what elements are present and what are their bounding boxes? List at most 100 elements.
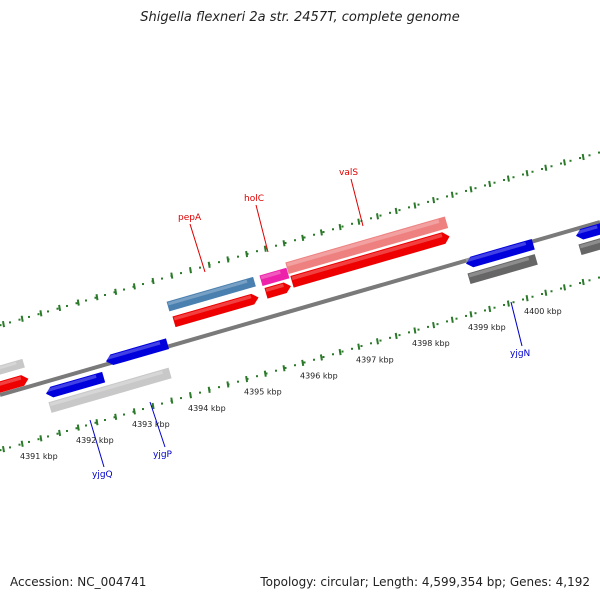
inner-ring-dot: [512, 301, 515, 304]
outer-ring-tick: [245, 250, 249, 258]
gene-pepA-cds-highlight: [173, 295, 252, 321]
outer-ring-dot: [389, 211, 391, 214]
gene-holC-feature[interactable]: [259, 267, 290, 287]
inner-ring-dot: [446, 320, 448, 323]
gene-yjgQ-cds[interactable]: [44, 371, 106, 399]
inner-ring-dot: [85, 424, 87, 427]
inner-ring-dot: [522, 298, 524, 301]
outer-ring-tick: [506, 175, 510, 182]
inner-ring-dot: [484, 309, 486, 312]
inner-ring-dot: [28, 440, 30, 443]
inner-ring-tick: [170, 397, 174, 404]
inner-ring-dot: [37, 438, 40, 441]
feature-dark-gray-bar[interactable]: [467, 254, 538, 285]
inner-ring-dot: [161, 402, 163, 405]
gene-pepA-cds-body: [172, 293, 259, 328]
gene-yjgQ-cds-highlight: [45, 374, 97, 393]
outer-ring-dot: [0, 324, 2, 327]
outer-ring-dot: [28, 315, 30, 318]
feature-right-gray[interactable]: [578, 236, 600, 256]
outer-ring-tick: [95, 294, 99, 301]
outer-ring-tick: [469, 186, 473, 193]
gene-valS-feature[interactable]: [285, 216, 449, 275]
gene-valS-cds[interactable]: [290, 231, 451, 288]
outer-ring-dot: [294, 239, 296, 242]
outer-ring-dot: [180, 272, 182, 275]
inner-ring-tick: [506, 300, 510, 307]
gene-valS-feature-highlight: [286, 219, 440, 267]
inner-ring-dot: [0, 449, 2, 452]
outer-ring-dot: [237, 255, 239, 258]
outer-ring-tick: [432, 196, 436, 204]
outer-ring-dot: [303, 236, 306, 239]
inner-ring-tick: [488, 305, 492, 313]
outer-ring-dot: [493, 181, 496, 184]
gene-pepA-feature-highlight: [167, 279, 248, 306]
gene-label-pepA[interactable]: pepA: [178, 213, 202, 223]
gene-yjgN-cds-body: [466, 238, 535, 268]
outer-ring-tick: [563, 159, 566, 166]
feature-right-blue-highlight: [575, 225, 598, 235]
inner-ring-dot: [313, 358, 315, 361]
inner-ring-dot: [303, 361, 306, 364]
feature-light-gray-bar-body: [48, 367, 172, 413]
inner-ring-dot: [180, 397, 182, 400]
feature-right-gray-body: [578, 236, 600, 256]
inner-ring-dot: [104, 419, 106, 422]
outer-ring-dot: [142, 283, 144, 286]
inner-ring-tick: [76, 424, 80, 431]
gene-label-yjgP[interactable]: yjgP: [153, 450, 173, 460]
feature-light-gray-bar[interactable]: [48, 367, 172, 413]
inner-ring-dot: [113, 416, 116, 419]
outer-ring-tick: [132, 283, 136, 290]
outer-ring-dot: [47, 310, 49, 313]
feature-left-gray[interactable]: [0, 358, 25, 378]
outer-ring-dot: [579, 157, 581, 160]
inner-ring-dot: [9, 446, 11, 449]
inner-ring-dot: [265, 372, 268, 375]
feature-right-blue[interactable]: [574, 222, 600, 241]
outer-ring-dot: [408, 206, 410, 209]
outer-ring-dot: [18, 318, 21, 321]
outer-ring-tick: [58, 304, 62, 312]
inner-ring-dot: [598, 276, 600, 279]
gene-holC-cds[interactable]: [264, 281, 292, 299]
outer-ring-tick: [263, 245, 267, 252]
inner-ring-dot: [588, 279, 591, 282]
inner-ring-dot: [550, 290, 553, 293]
feature-right-gray-highlight: [579, 239, 600, 249]
outer-ring-dot: [379, 214, 382, 217]
scale-label-4400: 4400 kbp: [524, 307, 562, 316]
outer-ring-dot: [322, 231, 325, 234]
inner-ring-tick: [95, 419, 99, 426]
gene-pepA-cds[interactable]: [172, 292, 260, 328]
scale-label-4392: 4392 kbp: [76, 436, 114, 445]
outer-ring-dot: [512, 176, 515, 179]
inner-ring-dot: [237, 380, 239, 383]
inner-ring-tick: [226, 381, 230, 388]
inner-ring-dot: [275, 369, 277, 372]
inner-ring-dot: [398, 334, 401, 337]
outer-ring-dot: [265, 247, 268, 250]
gene-label-valS[interactable]: valS: [339, 168, 358, 178]
inner-ring-dot: [455, 317, 458, 320]
inner-ring-dot: [379, 339, 382, 342]
feature-dark-gray-bar-highlight: [468, 256, 530, 278]
gene-label-yjgQ[interactable]: yjgQ: [92, 470, 113, 480]
feature-left-red[interactable]: [0, 374, 30, 396]
outer-ring-dot: [104, 294, 106, 297]
gene-label-holC[interactable]: holC: [244, 194, 264, 204]
outer-ring-dot: [522, 173, 524, 176]
outer-ring-tick: [357, 218, 361, 225]
gene-yjgP-cds[interactable]: [104, 338, 170, 366]
inner-ring-dot: [465, 314, 467, 317]
gene-label-yjgN[interactable]: yjgN: [510, 349, 530, 359]
gene-yjgN-cds[interactable]: [464, 238, 535, 269]
outer-ring-tick: [151, 277, 155, 285]
gene-pepA-feature[interactable]: [166, 276, 256, 312]
feature-left-red-highlight: [0, 376, 22, 389]
leader-line-yjgP: [149, 401, 166, 448]
inner-ring-tick: [581, 278, 585, 286]
inner-ring-dot: [294, 364, 296, 367]
